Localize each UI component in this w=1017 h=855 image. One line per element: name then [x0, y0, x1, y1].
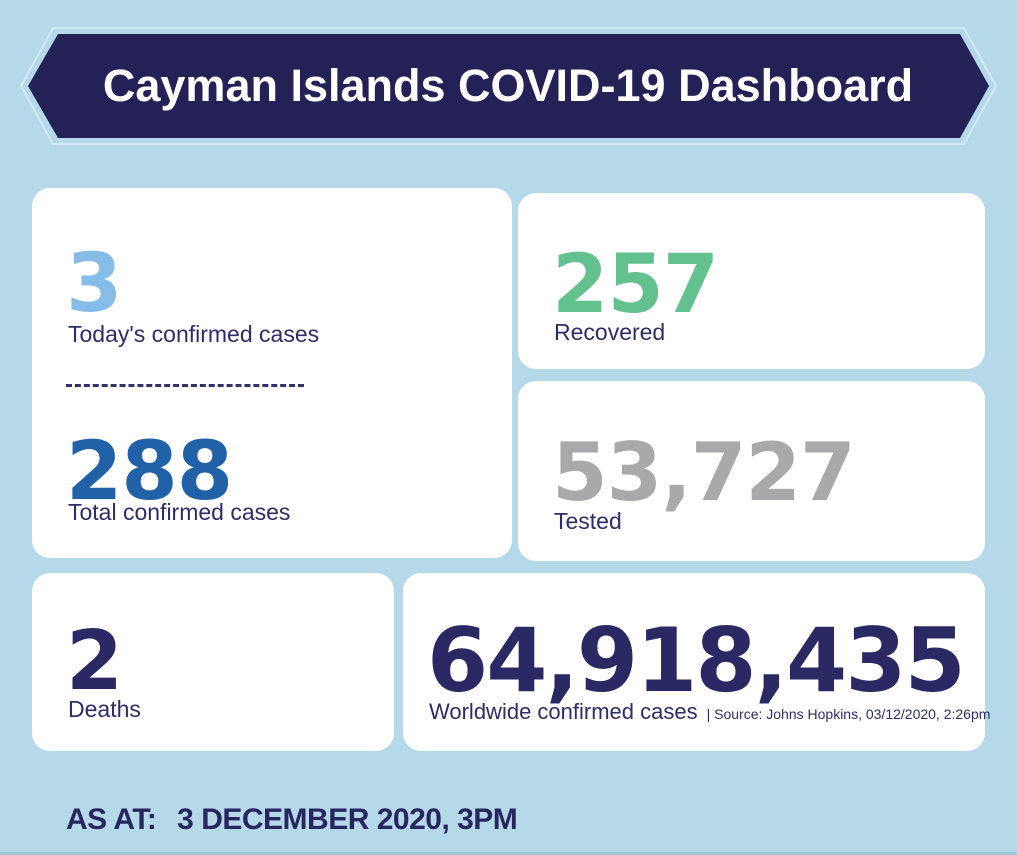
recovered-value: 257 — [552, 238, 719, 332]
as-at-date: 3 DECEMBER 2020, 3PM — [177, 803, 518, 836]
page-title: Cayman Islands COVID-19 Dashboard — [102, 60, 914, 111]
banner-fill — [28, 34, 989, 138]
today-cases-label: Today's confirmed cases — [68, 321, 320, 347]
bottom-edge-strip — [0, 852, 1017, 855]
dashed-divider — [66, 384, 304, 387]
card-recovered: 257 Recovered — [518, 193, 985, 369]
worldwide-label-row: Worldwide confirmed cases | Source: John… — [429, 699, 990, 725]
card-today-total: 3 Today's confirmed cases 288 Total conf… — [32, 188, 512, 558]
tested-label: Tested — [554, 508, 622, 534]
card-deaths: 2 Deaths — [32, 573, 394, 751]
worldwide-value: 64,918,435 — [427, 609, 966, 712]
recovered-label: Recovered — [554, 319, 666, 345]
deaths-label: Deaths — [68, 696, 141, 722]
worldwide-source: | Source: Johns Hopkins, 03/12/2020, 2:2… — [706, 706, 991, 722]
banner-ribbon-shape — [20, 27, 997, 145]
footer-timestamp: AS AT: 3 DECEMBER 2020, 3PM — [66, 803, 518, 837]
total-cases-label: Total confirmed cases — [68, 499, 291, 525]
worldwide-label: Worldwide confirmed cases — [429, 699, 698, 724]
total-cases-value: 288 — [66, 425, 233, 519]
card-worldwide: 64,918,435 Worldwide confirmed cases | S… — [403, 573, 990, 751]
today-cases-value: 3 — [66, 237, 122, 331]
tested-value: 53,727 — [552, 426, 856, 519]
banner-outline — [20, 27, 997, 145]
card-tested: 53,727 Tested — [518, 381, 985, 561]
as-at-label: AS AT: — [66, 803, 157, 836]
deaths-value: 2 — [66, 614, 123, 709]
